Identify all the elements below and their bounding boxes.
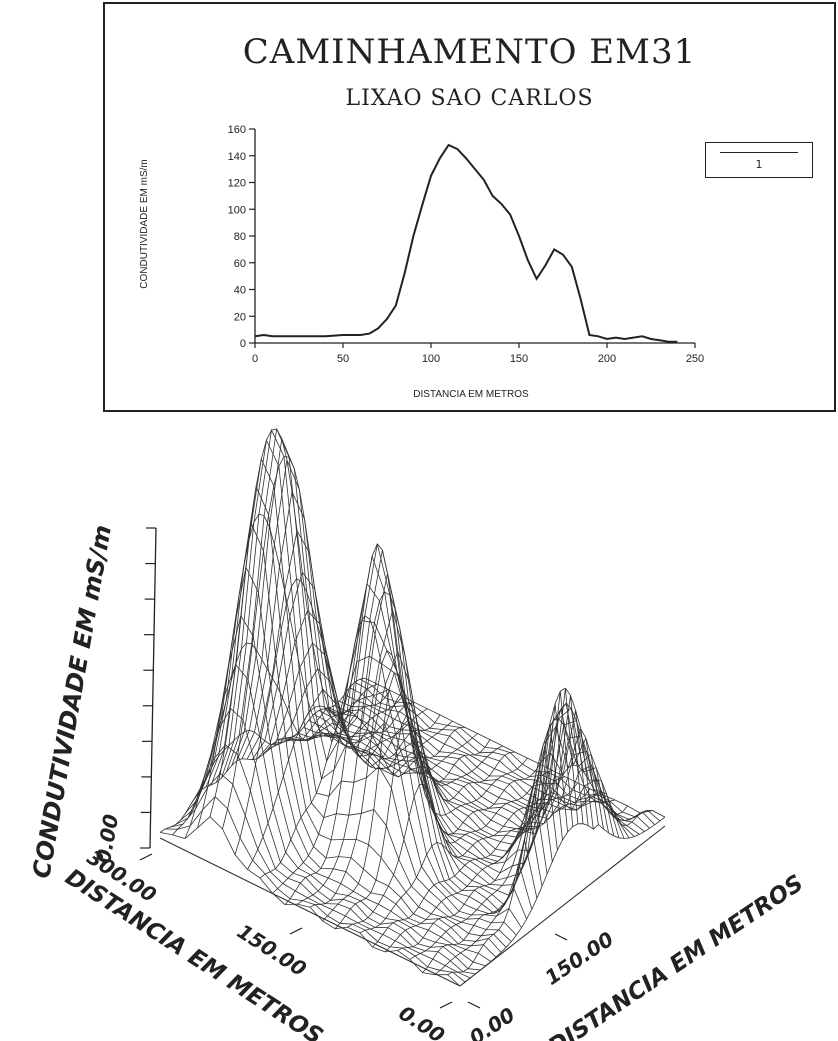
y-tick-label: 0 (240, 338, 246, 350)
surface-base-edge (159, 837, 461, 987)
y-tick-label: 160 (228, 124, 246, 136)
surface-mesh-line (309, 649, 516, 908)
y-tick-label: 100 (228, 204, 246, 216)
y-tick-label: 20 (234, 311, 246, 323)
surface-mesh-line (210, 457, 512, 942)
surface-mesh-line (226, 427, 527, 920)
surface-mesh-line (216, 438, 517, 936)
surface-mesh-line (175, 744, 476, 975)
surface-mesh-line (165, 796, 466, 983)
legend-swatch (720, 152, 798, 153)
legend-label: 1 (755, 158, 763, 171)
y-tick-label: 60 (234, 258, 246, 270)
x-tick-label: 200 (598, 353, 616, 365)
x-tick-label: 250 (686, 353, 704, 365)
surface-left-tick (439, 1001, 453, 1009)
surface-mesh-line (364, 677, 666, 818)
surface-mesh-line (349, 687, 650, 829)
surface-mesh-line (159, 677, 366, 833)
surface-right-tick-label: 0.00 (465, 1002, 519, 1041)
surface-mesh-line (267, 608, 568, 865)
line-chart-panel: CAMINHAMENTO EM31 LIXAO SAO CARLOS 0 20 40… (103, 2, 836, 412)
surface-mesh-line (359, 678, 661, 822)
surface-right-tick (554, 933, 568, 941)
x-tick-label: 50 (337, 353, 349, 365)
line-plot: 0 20 40 60 80 100 120 140 160 0 50 100 150 200 250 CON… (139, 124, 704, 400)
surface-vertical-axis (149, 527, 157, 849)
surface-mesh-line (159, 816, 461, 987)
surface-mesh-line (170, 772, 471, 979)
surface-mesh-line (339, 700, 640, 835)
surface-right-tick (467, 1001, 481, 1009)
y-tick-label: 40 (234, 285, 246, 297)
surface-base-edge (459, 825, 666, 987)
x-tick-label: 100 (422, 353, 440, 365)
surface-mesh-line (303, 702, 604, 831)
surface-mesh-line (236, 458, 538, 912)
surface-mesh-line (328, 707, 630, 839)
surface-mesh-line (262, 573, 563, 874)
surface-mesh-line (246, 529, 548, 897)
surface-mesh-line (185, 663, 486, 967)
series-line (254, 143, 678, 343)
surface-mesh-line (359, 776, 566, 934)
surface-mesh-line (277, 688, 579, 858)
surface-left-tick (289, 927, 303, 935)
surface-mesh-line (293, 725, 594, 839)
surface-right-tick-label: 150.00 (541, 927, 618, 990)
surface-mesh-line (298, 708, 599, 834)
surface-mesh-line (251, 543, 553, 886)
surface-mesh-line (323, 708, 625, 839)
chart-legend: 1 (705, 142, 813, 178)
y-tick-label: 120 (228, 178, 246, 190)
x-tick-label: 150 (510, 353, 528, 365)
surface-mesh-line (447, 687, 653, 975)
surface-mesh-line (318, 710, 620, 838)
surface-left-tick-label: 150.00 (233, 919, 311, 981)
y-tick-label: 140 (228, 151, 246, 163)
surface-mesh-line (241, 490, 543, 906)
chart-subtitle: LIXAO SAO CARLOS (345, 86, 594, 111)
surface-mesh-line (308, 707, 609, 833)
surface-mesh-line (282, 695, 584, 852)
surface-mesh-line (231, 437, 533, 914)
x-axis-label: DISTANCIA EM METROS (413, 389, 529, 400)
surface-mesh-line (195, 565, 497, 958)
chart-title: CAMINHAMENTO EM31 (242, 32, 697, 72)
y-tick-label: 80 (234, 231, 246, 243)
surface-mesh-line (313, 713, 615, 836)
surface-mesh-line (221, 428, 522, 928)
surface-mesh-line (354, 681, 656, 825)
surface-mesh-line (172, 683, 378, 836)
y-axis-label: CONDUTIVIDADE EM mS/m (139, 159, 150, 288)
surface-left-tick (139, 853, 153, 861)
surface-mesh-line (344, 694, 645, 832)
surface-left-tick-label: 0.00 (395, 1001, 450, 1041)
x-tick-label: 0 (252, 353, 258, 365)
surface-mesh-line (180, 707, 481, 971)
surface-mesh-line (205, 485, 507, 948)
surface-mesh-line (200, 521, 502, 953)
